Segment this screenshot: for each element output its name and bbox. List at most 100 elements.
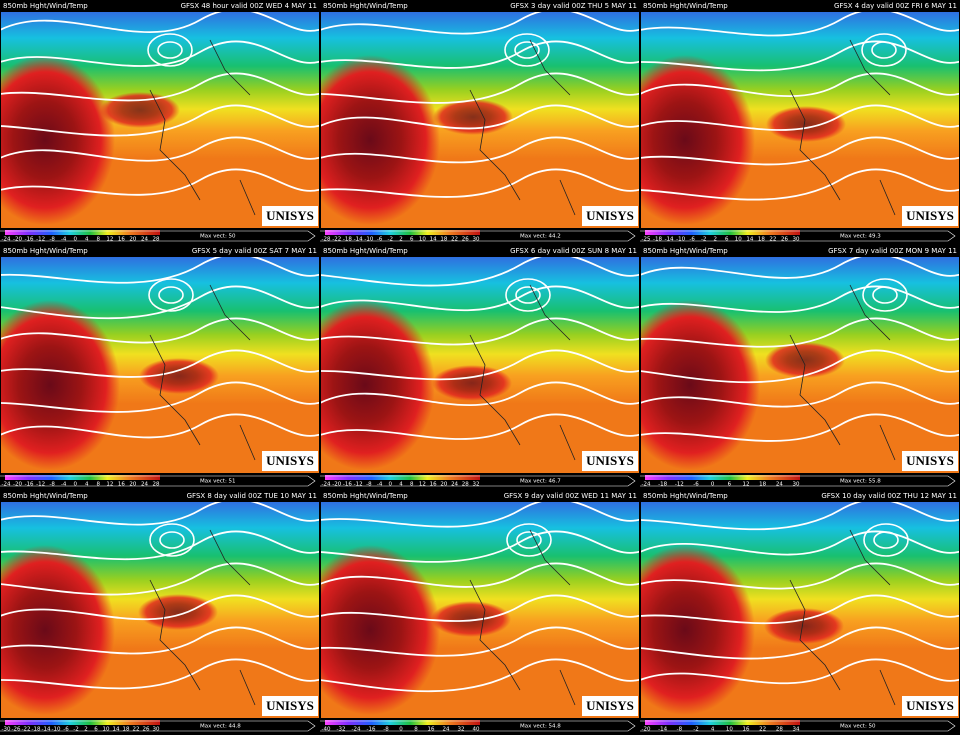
height-contour	[1, 502, 319, 526]
logo-box	[902, 696, 958, 716]
height-contour	[641, 257, 959, 279]
colorbar-label: -14	[42, 727, 51, 733]
panel: 850mb Hght/Wind/Temp GFSX 7 day valid 00Z…	[640, 245, 960, 490]
colorbar-label: -24	[2, 237, 11, 243]
colorbar-label: -10	[52, 727, 61, 733]
colorbar-label: -18	[32, 727, 41, 733]
height-contour	[641, 317, 959, 348]
warm-core	[321, 55, 440, 225]
colorbar-label: -8	[383, 727, 389, 733]
colorbar-label: 32	[473, 482, 480, 488]
colorbar-label: -14	[354, 237, 363, 243]
panel: 850mb Hght/Wind/Temp GFSX 5 day valid 00Z…	[0, 245, 320, 490]
colorbar-label: 16	[428, 727, 435, 733]
colorbar-label: -22	[332, 237, 341, 243]
max-vect: Max vect: 44.8	[200, 724, 241, 730]
height-contour	[321, 40, 639, 69]
colorbar-label: -28	[322, 237, 331, 243]
low-contour	[861, 33, 907, 67]
header-bar	[0, 490, 320, 502]
colorbar-label: 22	[759, 727, 766, 733]
warm-core	[641, 300, 760, 470]
title-right: GFSX 10 day valid 00Z THU 12 MAY 11	[821, 492, 957, 500]
height-contour	[1, 257, 319, 284]
colorbar-label: 14	[746, 237, 753, 243]
colorbar-label: 2	[84, 727, 88, 733]
warm-patch	[432, 365, 512, 401]
colorbar-label: 28	[153, 482, 160, 488]
colorbar-label: -24	[2, 482, 11, 488]
coastline	[789, 39, 896, 216]
colorbar-label: -12	[675, 482, 684, 488]
max-vect: Max vect: 50	[840, 724, 876, 730]
height-contour	[321, 104, 639, 130]
colorbar-label: 18	[759, 482, 766, 488]
colorbar-label: -14	[665, 237, 674, 243]
colorbar-label: 6	[94, 727, 98, 733]
height-contour	[321, 349, 639, 381]
colorbar-label: -2	[693, 727, 698, 733]
colorbar-label: 26	[143, 727, 150, 733]
colorbar-label: 22	[769, 237, 776, 243]
colorbar-label: -40	[322, 727, 331, 733]
colorbar-arrow	[640, 720, 956, 732]
colorbar	[645, 720, 800, 725]
colorbar-label: -8	[49, 482, 55, 488]
low-contour	[873, 531, 899, 549]
height-contour	[321, 381, 639, 407]
panel: 850mb Hght/Wind/Temp GFSX 48 hour valid 0…	[0, 0, 320, 245]
coastline	[789, 529, 896, 706]
height-contour	[641, 12, 959, 37]
height-contour	[321, 626, 639, 657]
logo: UNISYS	[266, 208, 314, 223]
map	[641, 12, 959, 228]
low-contour	[148, 278, 194, 312]
height-contour	[641, 285, 959, 313]
panel: 850mb Hght/Wind/Temp GFSX 10 day valid 00…	[640, 490, 960, 735]
height-contour	[641, 502, 959, 531]
panel: 850mb Hght/Wind/Temp GFSX 3 day valid 00Z…	[320, 0, 640, 245]
colorbar-label: 2	[713, 237, 717, 243]
warm-core	[321, 545, 440, 715]
colorbar-label: -8	[366, 482, 372, 488]
max-vect: Max vect: 55.8	[840, 479, 881, 485]
height-contour	[1, 381, 319, 413]
low-contour	[504, 33, 550, 67]
header-bar	[640, 245, 960, 257]
colorbar-label: 10	[103, 727, 110, 733]
low-contour	[862, 278, 908, 312]
colorbar-label: 28	[462, 482, 469, 488]
colorbar	[645, 475, 800, 480]
colorbar-label: -12	[354, 482, 363, 488]
panel: 850mb Hght/Wind/Temp GFSX 9 day valid 00Z…	[320, 490, 640, 735]
title-right: GFSX 6 day valid 00Z SUN 8 MAY 11	[510, 247, 637, 255]
height-contour	[321, 136, 639, 164]
colorbar-label: 8	[410, 482, 414, 488]
warm-core	[641, 55, 755, 225]
colorbar-label: 32	[458, 727, 465, 733]
colorbar-label: -4	[61, 482, 67, 488]
colorbar-label: 24	[443, 727, 450, 733]
height-contour	[641, 658, 959, 685]
colorbar-label: -20	[332, 482, 341, 488]
max-vect: Max vect: 54.8	[520, 724, 561, 730]
map	[1, 502, 319, 718]
max-vect: Max vect: 44.2	[520, 234, 561, 240]
colorbar-label: -14	[658, 727, 667, 733]
colorbar-label: -18	[658, 482, 667, 488]
colorbar-label: 40	[473, 727, 480, 733]
coastline	[789, 284, 896, 461]
low-contour	[158, 286, 184, 304]
title-left: 850mb Hght/Wind/Temp	[323, 247, 408, 255]
map	[321, 257, 639, 473]
colorbar-label: 4	[85, 482, 89, 488]
low-contour	[515, 286, 541, 304]
colorbar-label: -6	[693, 482, 699, 488]
coastline	[149, 529, 256, 706]
colorbar-label: 2	[399, 237, 403, 243]
colorbar-label: 0	[73, 237, 77, 243]
height-contour	[321, 317, 639, 346]
logo: UNISYS	[906, 208, 954, 223]
height-contour	[1, 530, 319, 561]
logo-box	[582, 451, 638, 471]
